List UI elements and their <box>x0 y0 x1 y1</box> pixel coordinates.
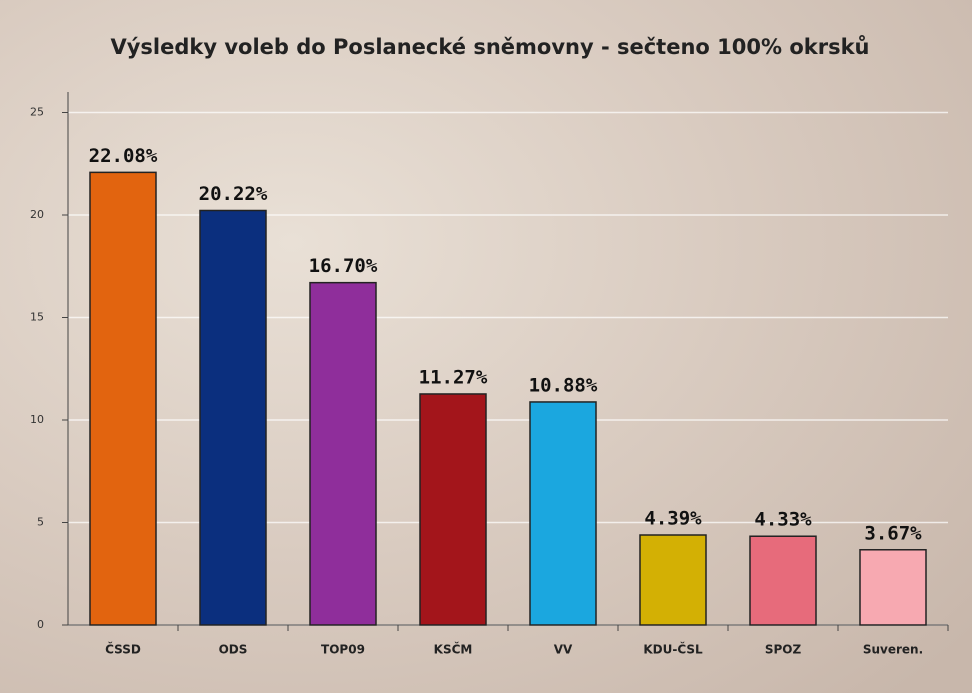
bar <box>860 550 926 625</box>
bar <box>750 536 816 625</box>
value-label: 22.08% <box>89 145 158 167</box>
x-tick-label: VV <box>554 643 573 657</box>
x-tick-label: KDU-ČSL <box>643 642 703 657</box>
bar <box>420 394 486 625</box>
bar <box>640 535 706 625</box>
chart-title: Výsledky voleb do Poslanecké sněmovny - … <box>110 35 869 59</box>
y-tick-label: 10 <box>30 413 44 426</box>
value-label: 4.39% <box>644 508 702 530</box>
value-label: 16.70% <box>309 255 378 277</box>
x-tick-label: ČSSD <box>105 642 141 657</box>
value-label: 10.88% <box>529 374 598 396</box>
y-tick-label: 20 <box>30 208 44 221</box>
bar <box>530 402 596 625</box>
value-label: 20.22% <box>199 183 268 205</box>
bar <box>90 172 156 625</box>
y-tick-label: 0 <box>37 618 44 631</box>
bar <box>310 283 376 625</box>
y-tick-label: 25 <box>30 106 44 119</box>
chart: Výsledky voleb do Poslanecké sněmovny - … <box>0 0 972 693</box>
value-label: 11.27% <box>419 366 488 388</box>
x-tick-label: Suveren. <box>863 643 923 657</box>
y-tick-label: 5 <box>37 516 44 529</box>
x-tick-label: TOP09 <box>321 643 365 657</box>
value-label: 4.33% <box>754 509 812 531</box>
x-tick-label: ODS <box>219 643 248 657</box>
y-tick-label: 15 <box>30 311 44 324</box>
bar <box>200 210 266 625</box>
x-tick-label: KSČM <box>434 642 473 657</box>
x-tick-label: SPOZ <box>765 643 802 657</box>
value-label: 3.67% <box>864 522 922 544</box>
